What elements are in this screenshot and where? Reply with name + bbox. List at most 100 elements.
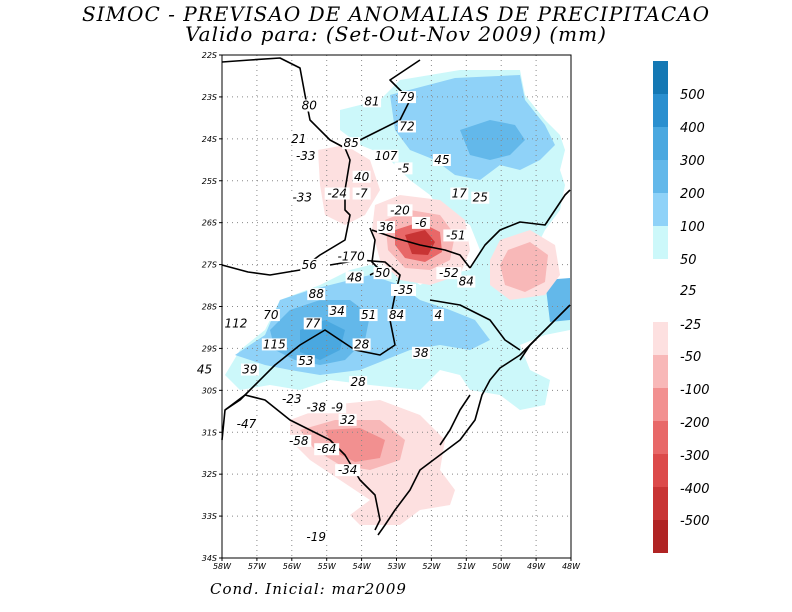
anomaly-value-label: -20 bbox=[390, 203, 410, 217]
value-label-backdrop bbox=[352, 187, 371, 200]
colorbar-positive-swatch bbox=[653, 226, 668, 259]
border-lagoa-dos-patos bbox=[439, 394, 471, 446]
lon-tick-label: 52W bbox=[422, 562, 441, 571]
colorbar-negative-swatch bbox=[653, 355, 668, 388]
colorbar-positive-swatch bbox=[653, 94, 668, 127]
border-coast-parana bbox=[519, 334, 541, 361]
colorbar-negative-swatch bbox=[653, 454, 668, 487]
value-label-backdrop bbox=[335, 250, 368, 263]
colorbar-label: -500 bbox=[680, 514, 710, 529]
value-label-backdrop bbox=[328, 304, 347, 317]
map-title-line-2: Valido para: (Set-Out-Nov 2009) (mm) bbox=[185, 22, 607, 46]
anomaly-value-label: 72 bbox=[399, 119, 414, 133]
anomaly-value-label: 45 bbox=[197, 363, 212, 377]
anomaly-value-label: 28 bbox=[354, 337, 370, 351]
colorbar-label: 25 bbox=[680, 284, 697, 299]
value-label-backdrop bbox=[261, 338, 287, 351]
anomaly-value-label: 80 bbox=[302, 98, 318, 112]
value-label-backdrop bbox=[289, 133, 308, 146]
anomaly-value-label: 40 bbox=[354, 170, 370, 184]
lat-tick-label: 25S bbox=[202, 177, 217, 186]
anomaly-value-label: -5 bbox=[397, 161, 409, 175]
colorbar-positive-swatch bbox=[653, 127, 668, 160]
value-label-backdrop bbox=[457, 275, 476, 288]
anomaly-value-label: 34 bbox=[330, 304, 345, 318]
border-brazil-uruguay bbox=[224, 394, 381, 531]
anomaly-value-label: 115 bbox=[263, 337, 286, 351]
anomaly-value-label: -33 bbox=[292, 191, 312, 205]
colorbar-label: 400 bbox=[680, 121, 705, 136]
anomaly-value-label: -19 bbox=[306, 530, 326, 544]
colorbar-label: 50 bbox=[680, 253, 697, 268]
colorbar-label: -25 bbox=[680, 318, 701, 333]
lat-tick-label: 29S bbox=[202, 344, 217, 353]
anomaly-value-label: -23 bbox=[282, 392, 302, 406]
anomaly-value-label: -7 bbox=[356, 187, 368, 201]
value-label-backdrop bbox=[390, 283, 416, 296]
lon-tick-label: 54W bbox=[353, 562, 372, 571]
lat-lon-gridlines bbox=[222, 55, 571, 558]
lat-tick-label: 34S bbox=[202, 554, 217, 563]
lat-tick-label: 28S bbox=[202, 303, 217, 312]
value-label-backdrop bbox=[397, 91, 416, 104]
value-label-backdrop bbox=[261, 309, 280, 322]
initial-condition-label: Cond. Inicial: mar2009 bbox=[210, 580, 407, 598]
anomaly-value-label: 112 bbox=[225, 316, 248, 330]
value-label-backdrop bbox=[300, 99, 319, 112]
colorbar-label: 100 bbox=[680, 220, 705, 235]
value-label-backdrop bbox=[443, 229, 469, 242]
border-argentina-north bbox=[371, 229, 471, 269]
colorbar-negative-swatch bbox=[653, 421, 668, 454]
value-label-backdrop bbox=[352, 338, 371, 351]
value-label-backdrop bbox=[240, 363, 259, 376]
colorbar-label: -400 bbox=[680, 482, 710, 497]
colorbar-negative-swatch bbox=[653, 322, 668, 355]
lat-tick-label: 24S bbox=[202, 135, 217, 144]
anomaly-value-label: 36 bbox=[378, 220, 394, 234]
anomaly-value-label: 51 bbox=[361, 308, 376, 322]
value-label-backdrop bbox=[432, 309, 444, 322]
lon-tick-label: 56W bbox=[283, 562, 302, 571]
value-label-backdrop bbox=[450, 187, 469, 200]
anomaly-value-label: 28 bbox=[350, 375, 366, 389]
value-label-backdrop bbox=[387, 309, 406, 322]
anomaly-value-label: 84 bbox=[389, 308, 404, 322]
anomaly-value-label: -38 bbox=[306, 400, 326, 414]
positive-anomaly-dark-region bbox=[460, 120, 525, 160]
colorbar-positive-swatch bbox=[653, 61, 668, 94]
lon-tick-label: 53W bbox=[387, 562, 406, 571]
anomaly-value-label: 17 bbox=[452, 187, 468, 201]
anomaly-value-label: 85 bbox=[343, 136, 358, 150]
value-label-backdrop bbox=[293, 149, 319, 162]
value-label-backdrop bbox=[432, 153, 451, 166]
positive-anomaly-core-region bbox=[300, 320, 345, 360]
value-label-backdrop bbox=[411, 346, 430, 359]
anomaly-value-label: -64 bbox=[317, 442, 337, 456]
value-label-backdrop bbox=[279, 392, 305, 405]
anomaly-value-label: -34 bbox=[338, 463, 358, 477]
value-label-backdrop bbox=[289, 191, 315, 204]
colorbar-legend: 500 400 300 200 100 50 25 -25 -50 -100 -200 -300 -40… bbox=[653, 61, 710, 553]
value-label-backdrop bbox=[324, 187, 350, 200]
lat-tick-label: 22S bbox=[202, 51, 217, 60]
negative-anomaly-core-region-center bbox=[405, 230, 435, 255]
anomaly-value-label: 107 bbox=[375, 149, 398, 163]
lat-tick-label: 23S bbox=[202, 93, 217, 102]
value-label-backdrop bbox=[300, 258, 319, 271]
value-label-backdrop bbox=[342, 137, 361, 150]
value-label-backdrop bbox=[296, 355, 315, 368]
value-label-backdrop bbox=[286, 434, 312, 447]
value-label-backdrop bbox=[397, 120, 416, 133]
lon-tick-label: 55W bbox=[318, 562, 337, 571]
anomaly-value-label: -9 bbox=[331, 400, 343, 414]
value-label-backdrop bbox=[349, 376, 368, 389]
lat-tick-label: 33S bbox=[202, 512, 217, 521]
value-label-backdrop bbox=[363, 95, 382, 108]
value-label-backdrop bbox=[411, 216, 430, 229]
anomaly-value-label: 79 bbox=[399, 90, 414, 104]
value-label-backdrop bbox=[352, 170, 371, 183]
value-label-backdrop bbox=[195, 363, 214, 376]
border-parana-santa-catarina bbox=[469, 189, 571, 269]
anomaly-value-label: 32 bbox=[340, 413, 355, 427]
